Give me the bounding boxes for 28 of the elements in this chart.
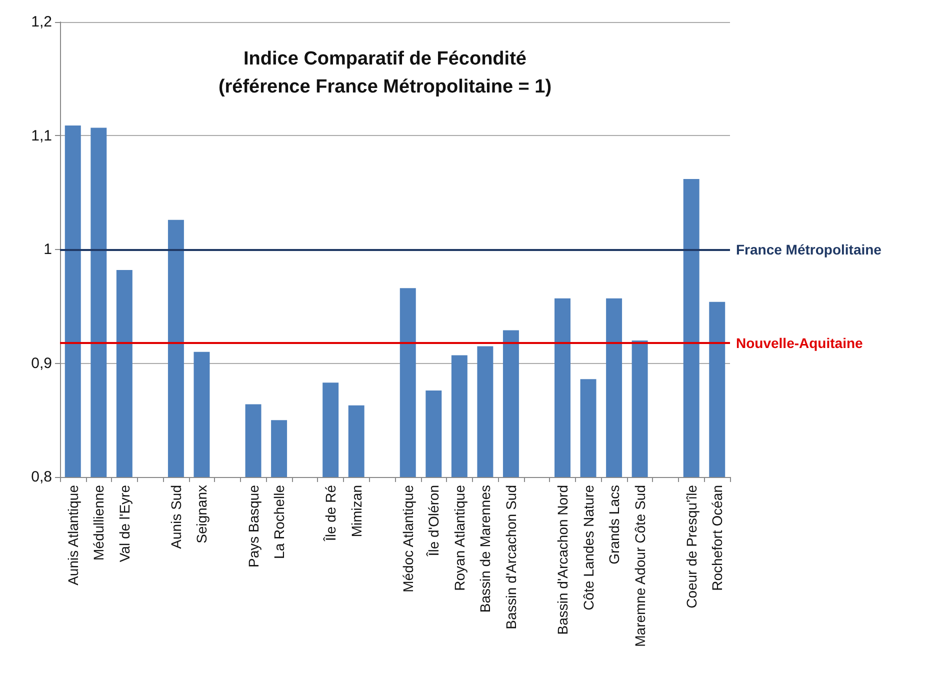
x-tick-label: Île d'Oléron — [426, 485, 442, 558]
y-tick-label: 1 — [44, 241, 52, 258]
y-tick-label: 0,9 — [31, 354, 52, 372]
x-tick-label: Île de Ré — [322, 484, 339, 542]
x-tick-label: Coeur de Presqu'île — [683, 484, 700, 608]
y-tick-label: 1,2 — [31, 14, 52, 30]
x-tick-label: La Rochelle — [271, 484, 288, 559]
x-tick-label: Grands Lacs — [606, 485, 622, 564]
ref-line-label: Nouvelle-Aquitaine — [736, 334, 864, 351]
x-tick-label: Royan Atlantique — [451, 484, 468, 591]
x-tick-label: Maremne Adour Côte Sud — [632, 485, 648, 647]
x-tick-label: Val de l'Eyre — [116, 484, 132, 562]
x-tick-label: Aunis Atlantique — [64, 484, 81, 586]
x-tick-label: Médoc Atlantique — [400, 484, 416, 592]
x-tick-label: Rochefort Océan — [709, 485, 726, 591]
y-tick-label: 1,1 — [31, 127, 52, 144]
ref-line-label: France Métropolitaine — [736, 242, 882, 258]
x-tick-label: Pays Basque — [245, 484, 262, 568]
text: Indice Comparatif de Fécondité (référence France Métropolitaine = 1) — [218, 48, 552, 98]
x-tick-label: Bassin d'Arcachon Nord — [554, 485, 570, 635]
x-tick-label: Médullienne — [90, 484, 107, 560]
x-tick-label: Côte Landes Nature — [580, 484, 596, 610]
x-tick-label: Seignanx — [194, 485, 210, 544]
x-tick-label: Aunis Sud — [168, 485, 184, 549]
x-tick-label: Bassin d'Arcachon Sud — [502, 485, 519, 630]
x-tick-label: Mimizan — [348, 485, 364, 538]
x-tick-label: Bassin de Marennes — [477, 485, 494, 613]
y-tick-label: 0,8 — [31, 468, 52, 486]
